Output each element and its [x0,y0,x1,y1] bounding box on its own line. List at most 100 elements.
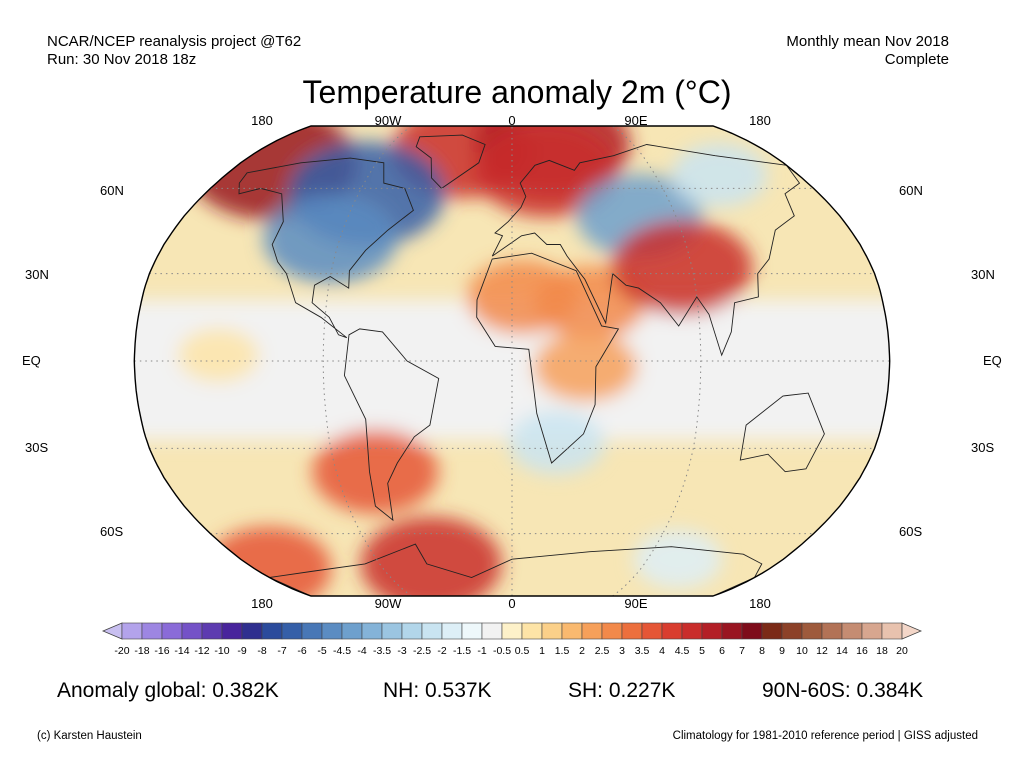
colorbar-segment [601,622,623,640]
colorbar-tick-label: -0.5 [492,645,512,657]
lon-label-bottom: 180 [749,596,771,611]
arctic-anomaly: 90N-60S: 0.384K [762,679,924,702]
colorbar-segment [221,622,243,640]
colorbar-segment [361,622,383,640]
colorbar-segment [201,622,223,640]
colorbar-tick-label: -2.5 [412,645,432,657]
colorbar-tick-label: 3.5 [634,645,650,657]
sh-anomaly: SH: 0.227K [568,679,676,702]
colorbar-tick-label: 4 [659,645,665,657]
colorbar-tick-label: 3 [619,645,625,657]
colorbar-segment [801,622,823,640]
coastline [238,157,414,339]
anomaly-region [611,220,753,315]
colorbar-tick-label: 1 [539,645,545,657]
colorbar-segment [841,622,863,640]
coastline [343,328,440,522]
colorbar-tick-label: -3 [397,645,407,657]
colorbar-segment [821,622,843,640]
anomaly-region [263,194,398,284]
colorbar-tick-label: 2 [579,645,585,657]
anomaly-region [533,332,638,402]
colorbar-tick-label: 16 [856,645,868,657]
colorbar-tick-label: 20 [896,645,908,657]
lon-label-top: 180 [251,113,273,128]
anomaly-region [508,410,605,475]
colorbar-segment [881,622,903,640]
lat-label-left: 60N [100,183,124,198]
lat-label-right: 30S [971,440,995,455]
lat-label-left: 30S [25,440,49,455]
colorbar-tick-label: 14 [836,645,848,657]
period-label: Monthly mean Nov 2018 [786,33,949,50]
colorbar-segment [381,622,403,640]
colorbar-segment [501,622,523,640]
colorbar-segment [761,622,783,640]
colorbar-segment [121,622,143,640]
colorbar-tick-label: -1.5 [452,645,472,657]
lon-label-bottom: 90E [624,596,648,611]
model-name: NCAR/NCEP reanalysis project @T62 [47,33,302,50]
lon-label-top: 90E [624,113,648,128]
colorbar-tick-label: -10 [214,645,230,657]
lon-label-bottom: 90W [374,596,402,611]
colorbar-tick-label: 8 [759,645,765,657]
colorbar-segment [261,622,283,640]
lat-label-right: 60S [899,524,923,539]
colorbar-tick-label: 6 [719,645,725,657]
lat-label-left: 30N [25,267,49,282]
colorbar-tick-label: -2 [437,645,447,657]
lat-label-right: 30N [971,267,995,282]
nh-anomaly: NH: 0.537K [383,679,492,702]
colorbar-segment [541,622,563,640]
meridian-line [322,126,412,596]
colorbar-tick-label: 1.5 [554,645,570,657]
page-title: Temperature anomaly 2m (°C) [302,74,732,110]
colorbar-segment [661,622,683,640]
colorbar-tick-label: 12 [816,645,828,657]
colorbar-tick-label: -14 [174,645,190,657]
map-outline [133,125,891,597]
colorbar-tick-label: 10 [796,645,808,657]
colorbar-tick-label: -7 [277,645,287,657]
colorbar-segment [161,622,183,640]
lat-label-left: EQ [22,353,41,368]
colorbar-segment [461,622,483,640]
colorbar-segment [441,622,463,640]
colorbar-segment [861,622,883,640]
coastline [739,392,825,473]
colorbar-tick-label: -4 [357,645,367,657]
colorbar-tick-label: -18 [134,645,150,657]
climatology-note: Climatology for 1981-2010 reference peri… [672,730,978,742]
colorbar-segment [421,622,443,640]
lon-label-top: 90W [374,113,402,128]
colorbar-tick-label: -16 [154,645,170,657]
colorbar-segment [481,622,503,640]
lon-label-top: 180 [749,113,771,128]
colorbar-tick-label: 2.5 [594,645,610,657]
colorbar-segment [181,622,203,640]
colorbar-tick-label: -4.5 [332,645,352,657]
colorbar-tick-label: 4.5 [674,645,690,657]
colorbar-tick-label: 7 [739,645,745,657]
colorbar-segment [241,622,263,640]
coastline [491,144,801,357]
colorbar-segment [341,622,363,640]
anomaly-region [671,143,768,208]
colorbar-tick-label: -3.5 [372,645,392,657]
colorbar-segment [701,622,723,640]
colorbar-segment [641,622,663,640]
colorbar-segment [321,622,343,640]
colorbar-segment [621,622,643,640]
meridian-line [612,126,702,596]
colorbar-segment [301,622,323,640]
colorbar [101,622,923,640]
run-time: Run: 30 Nov 2018 18z [47,51,197,68]
colorbar-tick-label: 9 [779,645,785,657]
colorbar-segment [521,622,543,640]
anomaly-region [177,328,259,383]
lat-label-right: 60N [899,183,923,198]
status-label: Complete [884,51,949,68]
colorbar-tick-label: -6 [297,645,307,657]
